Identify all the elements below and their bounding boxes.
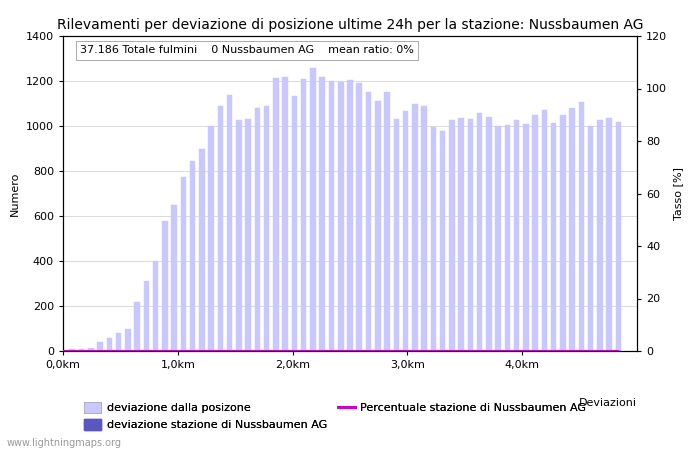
Bar (393, 119, 399, 351)
Bar (468, 119, 473, 351)
Bar (301, 79, 307, 351)
Bar (356, 83, 362, 351)
Bar (533, 115, 538, 351)
Bar (421, 106, 427, 351)
Bar (60, 350, 66, 351)
Bar (606, 118, 612, 351)
Bar (496, 126, 501, 351)
Bar (560, 115, 566, 351)
Bar (338, 82, 344, 351)
Bar (440, 130, 445, 351)
Bar (588, 126, 594, 351)
Bar (384, 92, 390, 351)
Bar (597, 120, 603, 351)
Bar (264, 106, 270, 351)
Y-axis label: Numero: Numero (10, 171, 20, 216)
Bar (551, 122, 556, 351)
Bar (292, 96, 298, 351)
Bar (246, 119, 251, 351)
Bar (190, 161, 195, 351)
Bar (116, 333, 121, 351)
Bar (402, 112, 408, 351)
Bar (514, 120, 519, 351)
Bar (162, 220, 167, 351)
Bar (106, 338, 112, 351)
Bar (329, 81, 335, 351)
Bar (579, 103, 584, 351)
Bar (255, 108, 260, 351)
Bar (365, 92, 371, 351)
Bar (616, 122, 622, 351)
Bar (227, 94, 232, 351)
Bar (172, 205, 177, 351)
Bar (273, 77, 279, 351)
Y-axis label: Tasso [%]: Tasso [%] (673, 167, 682, 220)
Bar (412, 104, 418, 351)
Bar (125, 328, 131, 351)
Bar (523, 124, 528, 351)
Bar (134, 302, 140, 351)
Bar (477, 112, 482, 351)
Bar (319, 76, 325, 351)
Bar (449, 120, 454, 351)
Bar (486, 117, 491, 351)
Bar (218, 106, 223, 351)
Bar (430, 127, 436, 351)
Bar (181, 176, 186, 351)
Bar (347, 80, 353, 351)
Bar (88, 347, 94, 351)
Bar (69, 349, 75, 351)
Bar (310, 68, 316, 351)
Bar (282, 76, 288, 351)
Bar (209, 126, 214, 351)
Bar (505, 125, 510, 351)
Text: Deviazioni: Deviazioni (579, 398, 637, 408)
Bar (199, 148, 204, 351)
Bar (97, 342, 103, 351)
Title: Rilevamenti per deviazione di posizione ultime 24h per la stazione: Nussbaumen A: Rilevamenti per deviazione di posizione … (57, 18, 643, 32)
Bar (375, 101, 381, 351)
Bar (458, 118, 464, 351)
Text: www.lightningmaps.org: www.lightningmaps.org (7, 438, 122, 448)
Text: 37.186 Totale fulmini    0 Nussbaumen AG    mean ratio: 0%: 37.186 Totale fulmini 0 Nussbaumen AG me… (80, 45, 414, 55)
Bar (236, 120, 241, 351)
Bar (144, 281, 149, 351)
Bar (153, 261, 158, 351)
Legend: deviazione dalla posizone, deviazione stazione di Nussbaumen AG, Percentuale sta: deviazione dalla posizone, deviazione st… (80, 397, 591, 435)
Bar (542, 110, 547, 351)
Bar (569, 108, 575, 351)
Bar (78, 349, 84, 351)
